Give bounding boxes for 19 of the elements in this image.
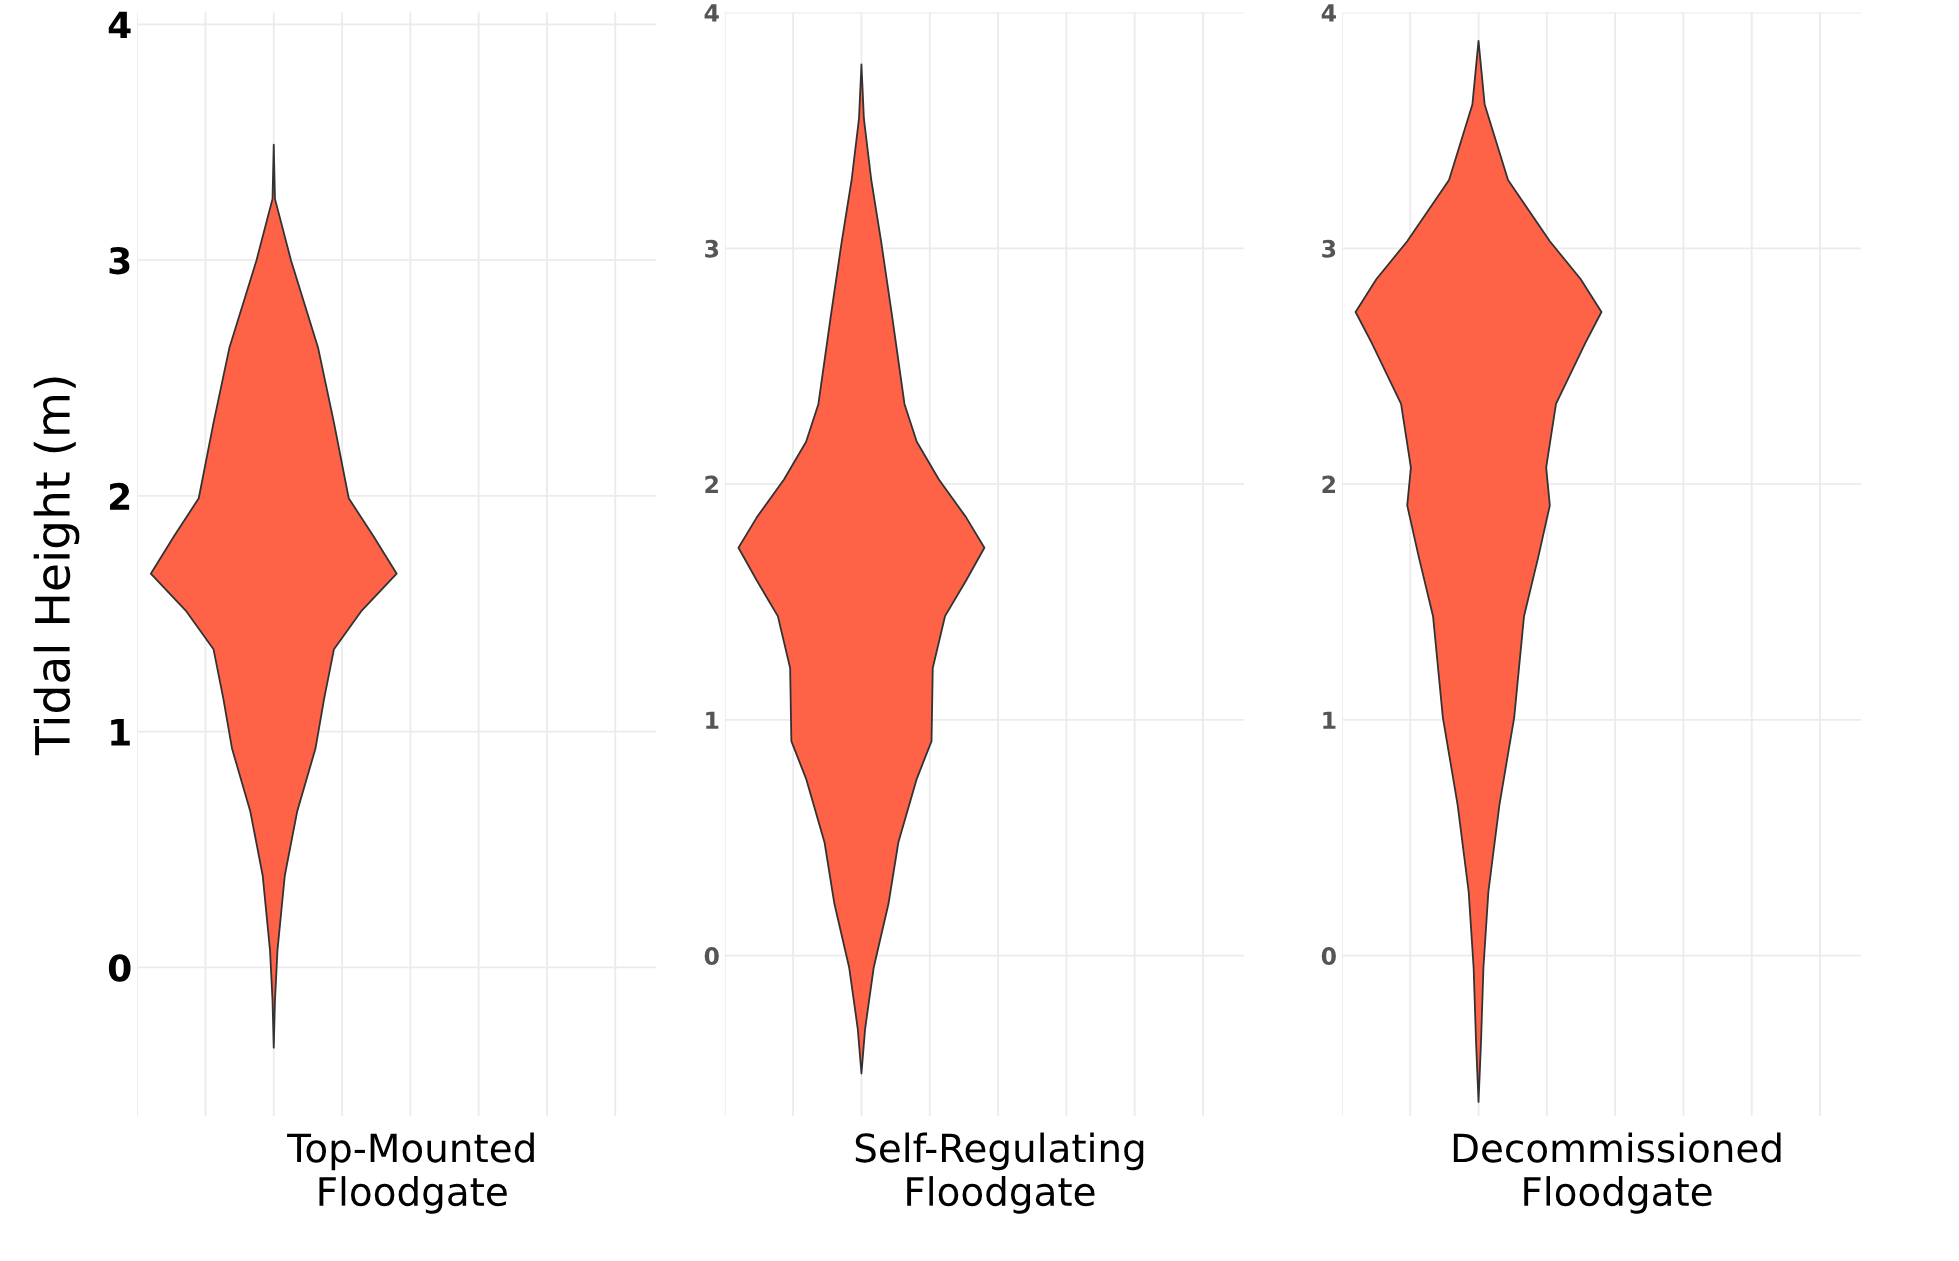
y-tick-label: 1	[111, 719, 130, 746]
y-tick-label: 2	[1322, 475, 1335, 494]
y-tick-label: 0	[704, 947, 719, 965]
y-tick-label: 3	[1322, 239, 1336, 258]
y-tick-label: 0	[1321, 947, 1336, 965]
y-tick-label: 3	[705, 239, 719, 258]
y-tick-label: 1	[706, 711, 719, 729]
x-axis-title: Decommissioned Floodgate	[1453, 1132, 1781, 1214]
y-tick-label: 0	[108, 954, 131, 982]
y-tick-label: 1	[1323, 711, 1336, 729]
y-tick-label: 2	[705, 475, 718, 494]
y-axis-title: Tidal Height (m)	[33, 377, 80, 756]
y-tick-label: 2	[110, 482, 130, 510]
y-tick-label: 4	[1321, 4, 1336, 22]
x-axis-title: Top-Mounted Floodgate	[287, 1132, 534, 1214]
y-tick-label: 4	[704, 4, 719, 22]
y-tick-label: 3	[109, 247, 130, 275]
y-tick-label: 4	[108, 11, 131, 39]
x-axis-title: Self-Regulating Floodgate	[855, 1132, 1144, 1214]
